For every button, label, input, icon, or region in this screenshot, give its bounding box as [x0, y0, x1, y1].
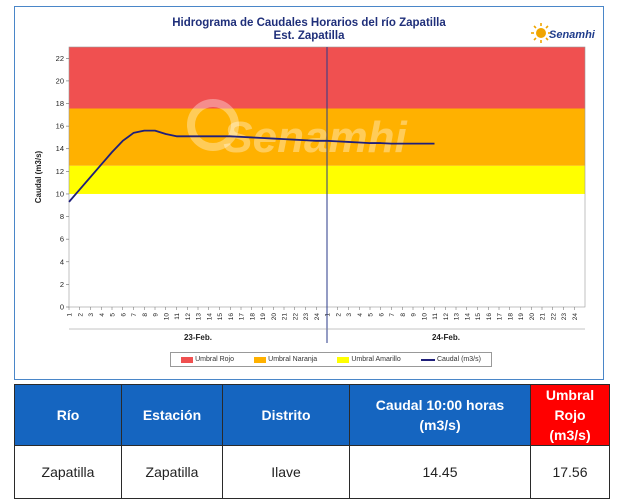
x-tick-label: 1 [325, 313, 332, 317]
x-tick-label: 17 [239, 313, 246, 321]
chart-panel: Hidrograma de Caudales Horarios del río … [14, 6, 604, 380]
y-tick-label: 6 [60, 235, 64, 244]
senamhi-logo: Senamhi [531, 17, 595, 47]
x-tick-label: 18 [249, 313, 256, 321]
x-tick-label: 23 [561, 313, 568, 321]
legend-swatch-naranja [254, 356, 267, 363]
y-tick-label: 10 [56, 189, 64, 198]
header-caudal: Caudal 10:00 horas (m3/s) [349, 384, 531, 446]
x-tick-label: 16 [486, 313, 493, 321]
x-tick-label: 19 [518, 313, 525, 321]
cell-umbral-rojo: 17.56 [530, 445, 610, 499]
y-tick-label: 0 [60, 303, 64, 312]
x-tick-label: 6 [378, 313, 385, 317]
x-tick-label: 13 [454, 313, 461, 321]
chart-title-main: Hidrograma de Caudales Horarios del río … [172, 17, 446, 29]
chart-title: Hidrograma de Caudales Horarios del río … [15, 17, 603, 43]
x-tick-label: 18 [507, 313, 514, 321]
day-label-2: 24-Feb. [432, 333, 460, 342]
x-tick-label: 5 [110, 313, 117, 317]
x-tick-label: 8 [142, 313, 149, 317]
x-tick-label: 24 [572, 313, 579, 321]
legend-label-naranja: Umbral Naranja [268, 356, 318, 363]
watermark-sun [187, 99, 239, 151]
x-tick-label: 10 [421, 313, 428, 321]
x-tick-label: 15 [217, 313, 224, 321]
legend-item-caudal: Caudal (m3/s) [420, 356, 481, 363]
x-tick-label: 1 [67, 313, 74, 317]
x-tick-label: 9 [153, 313, 160, 317]
y-tick-label: 4 [60, 257, 64, 266]
header-estacion: Estación [121, 384, 223, 446]
cell-rio: Zapatilla [14, 445, 122, 499]
y-tick-label: 12 [56, 167, 64, 176]
x-tick-label: 4 [99, 313, 106, 317]
x-tick-label: 13 [196, 313, 203, 321]
y-tick-label: 8 [60, 212, 64, 221]
x-tick-label: 17 [497, 313, 504, 321]
x-tick-label: 14 [206, 313, 213, 321]
legend-swatch-rojo [181, 356, 194, 363]
x-tick-label: 7 [131, 313, 138, 317]
x-tick-label: 6 [120, 313, 127, 317]
x-tick-label: 2 [335, 313, 342, 317]
y-tick-label: 18 [56, 99, 64, 108]
x-tick-label: 12 [443, 313, 450, 321]
y-tick-label: 2 [60, 280, 64, 289]
x-tick-label: 20 [271, 313, 278, 321]
legend-label-amarillo: Umbral Amarillo [351, 356, 401, 363]
x-tick-label: 2 [77, 313, 84, 317]
header-distrito: Distrito [222, 384, 350, 446]
x-tick-label: 11 [174, 313, 181, 320]
x-tick-label: 22 [550, 313, 557, 321]
cell-estacion: Zapatilla [121, 445, 223, 499]
x-tick-label: 7 [389, 313, 396, 317]
table-row: Zapatilla Zapatilla Ilave 14.45 17.56 [14, 445, 610, 499]
y-tick-label: 16 [56, 122, 64, 131]
header-umbral-rojo: Umbral Rojo (m3/s) [530, 384, 610, 446]
y-tick-label: 20 [56, 76, 64, 85]
x-tick-label: 5 [368, 313, 375, 317]
legend-swatch-caudal [420, 358, 435, 361]
x-tick-label: 21 [540, 313, 547, 321]
chart-legend: Umbral Rojo Umbral Naranja Umbral Amaril… [170, 352, 492, 367]
cell-distrito: Ilave [222, 445, 350, 499]
x-tick-label: 11 [432, 313, 439, 320]
x-tick-label: 3 [346, 313, 353, 317]
x-tick-label: 24 [314, 313, 321, 321]
x-tick-label: 20 [529, 313, 536, 321]
x-tick-label: 12 [185, 313, 192, 321]
legend-label-rojo: Umbral Rojo [195, 356, 234, 363]
cell-caudal: 14.45 [349, 445, 531, 499]
legend-item-amarillo: Umbral Amarillo [337, 356, 401, 363]
x-tick-label: 15 [475, 313, 482, 321]
x-tick-label: 19 [260, 313, 267, 321]
y-tick-label: 22 [56, 54, 64, 63]
caudal-series-line [68, 129, 435, 203]
legend-item-naranja: Umbral Naranja [254, 356, 317, 363]
header-rio: Río [14, 384, 122, 446]
x-tick-label: 21 [282, 313, 289, 321]
legend-item-rojo: Umbral Rojo [181, 356, 234, 363]
x-tick-label: 10 [163, 313, 170, 321]
x-tick-label: 16 [228, 313, 235, 321]
station-table: Río Estación Distrito Caudal 10:00 horas… [14, 384, 610, 499]
x-tick-label: 9 [411, 313, 418, 317]
y-tick-label: 14 [56, 144, 64, 153]
y-axis-title: Caudal (m3/s) [34, 150, 43, 203]
x-tick-label: 8 [400, 313, 407, 317]
legend-swatch-amarillo [337, 356, 350, 363]
x-tick-label: 23 [303, 313, 310, 321]
x-tick-label: 22 [292, 313, 299, 321]
x-tick-label: 4 [357, 313, 364, 317]
chart-title-sub: Est. Zapatilla [273, 30, 345, 42]
x-tick-label: 3 [88, 313, 95, 317]
x-tick-label: 14 [464, 313, 471, 321]
legend-label-caudal: Caudal (m3/s) [436, 356, 481, 363]
day-label-1: 23-Feb. [184, 333, 212, 342]
logo-text: Senamhi [549, 29, 595, 41]
table-header-row: Río Estación Distrito Caudal 10:00 horas… [14, 384, 610, 446]
